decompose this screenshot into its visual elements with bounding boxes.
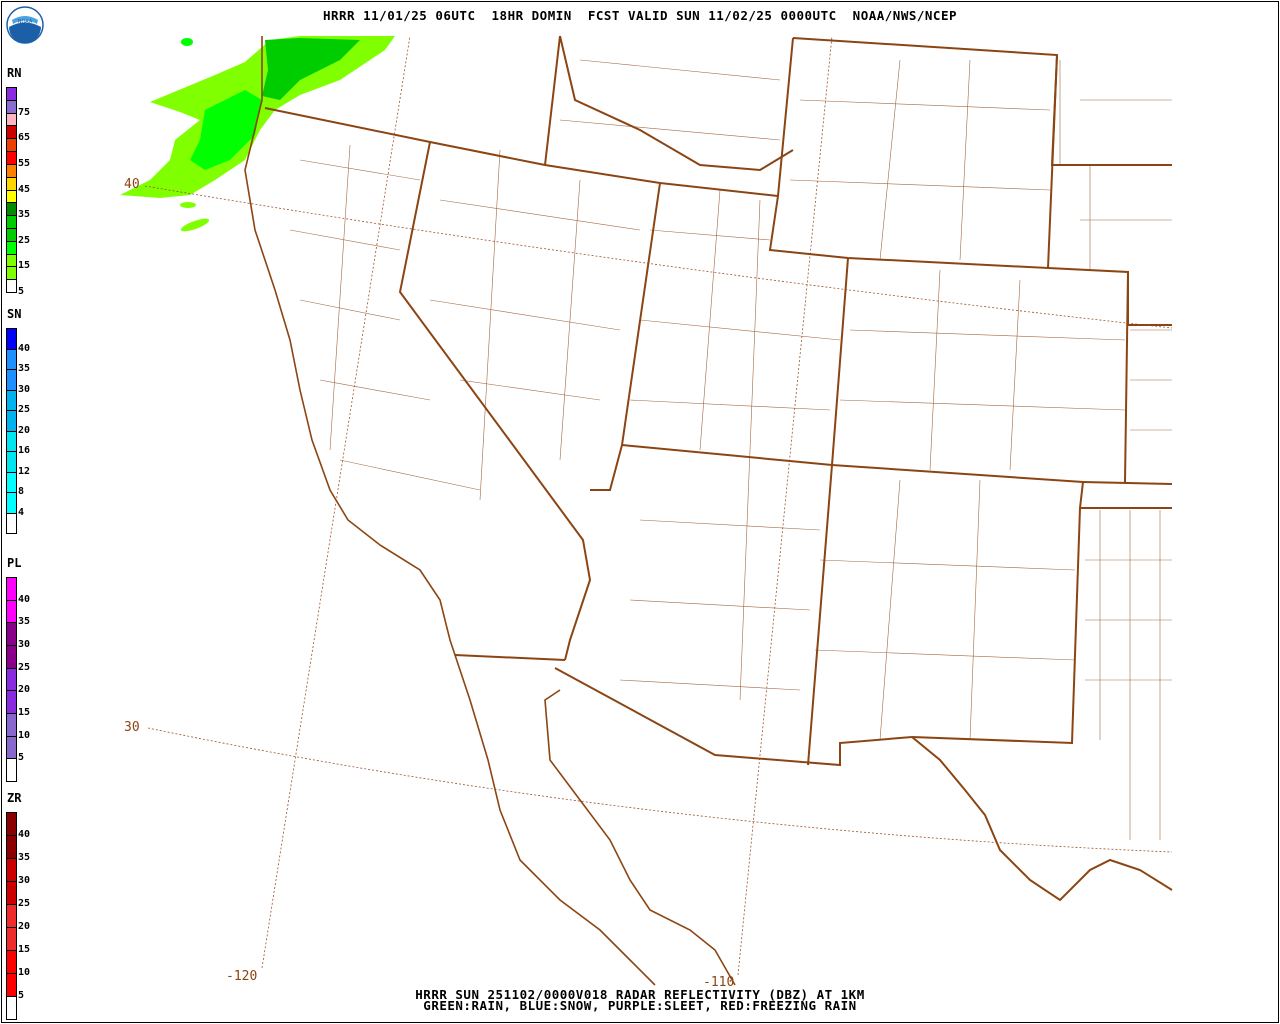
gulf-coast-mainland [544,689,736,986]
colorbar-tick-label: 8 [18,486,25,497]
colorbar-tick-label: 20 [18,921,31,932]
colorbar-tick-label: 35 [18,616,31,628]
coastline [244,36,656,986]
colorbar-tick-label: 15 [18,707,31,718]
colorbar-title: SN [7,307,22,321]
rio-grande-border [911,736,1173,902]
colorbar-swatch [6,279,17,293]
colorbar-swatch [6,996,17,1020]
utah-colorado-border [831,257,849,466]
rain-area-core [190,90,262,170]
colorbar-tick-label: 25 [18,404,31,415]
colorbar-tick-label: 12 [18,465,31,477]
colorbar-tick-label: 30 [18,875,31,886]
colorbar-tick-label: 15 [18,944,31,955]
state-boundaries [244,35,1173,986]
colorbar-tick-label: 16 [18,445,31,456]
colorbar-tick-label: 75 [18,106,31,118]
idaho-montana-border [544,35,794,172]
nevada-utah-border [590,182,661,491]
colorbar-title: RN [7,66,22,80]
colorbar-swatch [6,758,17,782]
lat-40-label: 40 [124,177,140,192]
longitude-120-line [261,35,411,969]
product-description: HRRR SUN 251102/0000V018 RADAR REFLECTIV… [415,987,865,1002]
texas-panhandle-borders [1080,481,1173,509]
lon-110-label: -110 [703,975,734,990]
rain-cell [180,202,196,208]
colorbar-tick-label: 65 [18,132,31,144]
colorbar-tick-label: 35 [18,209,31,221]
colorbar-tick-label: 25 [18,234,31,246]
grid-labels: 40 30 -120 -110 [124,177,734,990]
colorbar-tick-label: 10 [18,967,31,978]
precip-type-key: GREEN:RAIN, BLUE:SNOW, PURPLE:SLEET, RED… [423,998,857,1013]
colorbar-tick-label: 55 [18,157,31,169]
map-title: HRRR 11/01/25 06UTC 18HR DOMIN FCST VALI… [322,8,958,23]
colorbar-tick-label: 45 [18,183,31,195]
logo-text: NOAA [18,19,33,25]
colorbar-tick-label: 30 [18,383,31,395]
noaa-logo: NOAA [6,6,44,44]
colorbar-title: ZR [7,791,22,805]
rain-area-core [262,38,360,100]
longitude-110-line [737,35,833,976]
northern-plains-borders [1050,54,1172,326]
colorbar-swatch [6,512,17,534]
lon-120-label: -120 [226,969,257,984]
newmexico-borders [911,481,1084,745]
colorbar-tick-label: 25 [18,661,31,673]
california-mexico-border [454,654,566,661]
colorbar-tick-label: 4 [18,506,25,518]
california-nevada-border [398,141,592,661]
colorbar-tick-label: 40 [18,342,31,354]
arizona-newmexico-border [807,464,833,766]
colorbar-tick-label: 40 [18,829,31,840]
colorbar-tick-label: 40 [18,593,31,605]
colorbar-tick-label: 35 [18,363,31,374]
colorbar-tick-label: 5 [18,752,25,764]
county-lines [289,59,1172,840]
rain-cell [181,38,193,46]
colorbar-tick-label: 20 [18,684,31,696]
latitude-40-line [144,185,1173,329]
lat-30-label: 30 [124,720,140,735]
colorbar-tick-label: 5 [18,990,25,1001]
colorbar-tick-label: 5 [18,286,25,297]
latitude-30-line [147,727,1173,853]
colorbar-tick-label: 10 [18,729,31,741]
grid-lines [144,35,1173,976]
colorbar-tick-label: 25 [18,898,31,909]
rain-cell [180,218,210,232]
colorbar-title: PL [7,556,22,570]
colorbar-tick-label: 35 [18,852,31,863]
colorbar-tick-label: 15 [18,260,31,272]
colorbar-tick-label: 30 [18,639,31,650]
colorbar-tick-label: 20 [18,424,31,436]
arizona-mexico-border [554,667,913,767]
